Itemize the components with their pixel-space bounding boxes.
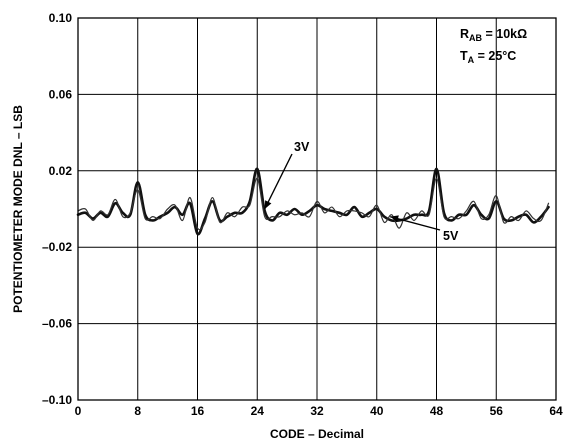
x-tick-label: 40: [370, 404, 384, 418]
y-tick-label: –0.06: [42, 317, 72, 331]
grid: [77, 17, 557, 401]
series-line-5v: [77, 177, 550, 231]
y-tick-label: 0.06: [49, 87, 73, 101]
series-annotations: 3V 5V: [264, 140, 459, 243]
arrow-5v-line: [390, 215, 441, 231]
x-tick-label: 24: [251, 404, 265, 418]
x-tick-label: 48: [430, 404, 444, 418]
x-tick-label: 56: [490, 404, 504, 418]
x-axis-ticks: 0 8 16 24 32 40 48 56 64: [75, 404, 563, 418]
y-tick-label: 0.02: [49, 164, 73, 178]
x-tick-label: 8: [134, 404, 141, 418]
plot-frame: [77, 17, 557, 401]
series-label-3v: 3V: [294, 140, 310, 154]
series-line-3v: [76, 167, 550, 236]
series-layer: [76, 167, 550, 236]
conditions-box: RAB = 10kΩ TA = 25°C: [460, 27, 527, 65]
x-tick-label: 64: [549, 404, 563, 418]
series-label-5v: 5V: [443, 229, 459, 243]
arrow-3v-head: [264, 200, 272, 209]
x-tick-label: 16: [191, 404, 205, 418]
condition-resistance: RAB = 10kΩ: [460, 27, 527, 43]
y-axis-ticks: –0.10 –0.06 –0.02 0.02 0.06 0.10: [42, 11, 72, 407]
x-tick-label: 32: [310, 404, 324, 418]
y-tick-label: –0.02: [42, 240, 72, 254]
arrow-3v-line: [264, 153, 293, 210]
x-axis-title: CODE – Decimal: [270, 427, 364, 441]
y-tick-label: –0.10: [42, 393, 72, 407]
condition-temperature: TA = 25°C: [460, 49, 516, 65]
y-tick-label: 0.10: [49, 11, 73, 25]
x-tick-label: 0: [75, 404, 82, 418]
arrow-5v-head: [390, 215, 399, 223]
y-axis-title: POTENTIOMETER MODE DNL – LSB: [11, 105, 25, 313]
